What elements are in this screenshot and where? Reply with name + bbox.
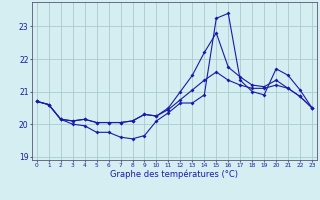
X-axis label: Graphe des températures (°C): Graphe des températures (°C): [110, 170, 238, 179]
